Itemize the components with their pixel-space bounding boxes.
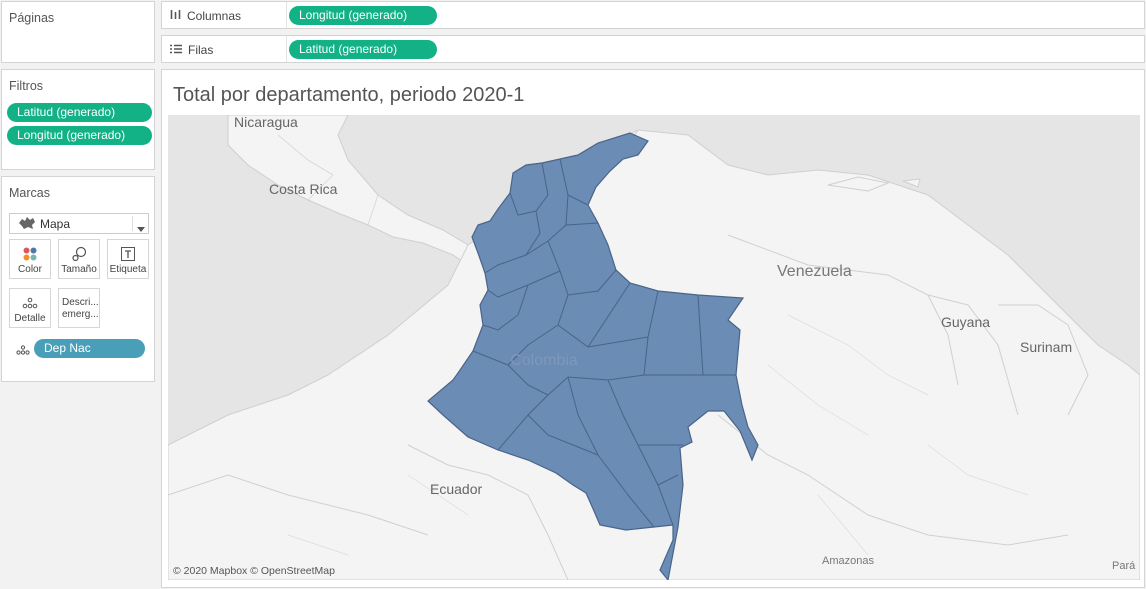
amazonas-label: Amazonas	[822, 555, 874, 567]
map-mark-icon	[18, 216, 36, 233]
filters-card: Filtros Latitud (generado) Longitud (gen…	[1, 69, 155, 170]
map-view[interactable]: Colombia Nicaragua Costa Rica Venezuela …	[168, 115, 1140, 580]
columns-label: Columnas	[187, 9, 242, 23]
map-canvas: Colombia	[168, 115, 1140, 580]
rows-icon	[170, 43, 182, 57]
columns-shelf: Columnas Longitud (generado)	[161, 1, 1145, 29]
color-button-label: Color	[18, 264, 42, 275]
map-attribution[interactable]: © 2020 Mapbox © OpenStreetMap	[173, 565, 335, 577]
dropdown-divider	[132, 216, 133, 231]
size-button-label: Tamaño	[61, 264, 97, 275]
filter-pill-latitude[interactable]: Latitud (generado)	[7, 103, 152, 122]
columns-icon	[170, 9, 181, 23]
label-button-label: Etiqueta	[109, 264, 147, 275]
chevron-down-icon	[137, 221, 145, 235]
guyana-label: Guyana	[941, 314, 991, 330]
columns-divider	[286, 2, 287, 28]
colombia-label: Colombia	[510, 352, 578, 369]
detail-button-label: Detalle	[14, 313, 46, 324]
marks-card: Marcas Mapa Color Tamaño Etiqueta Detall…	[1, 176, 155, 382]
mark-type-value: Mapa	[40, 217, 71, 231]
color-button[interactable]: Color	[9, 239, 51, 279]
mark-type-dropdown[interactable]: Mapa	[9, 213, 149, 234]
costa-rica-label: Costa Rica	[269, 181, 338, 197]
pages-card: Páginas	[1, 1, 155, 63]
rows-label: Filas	[188, 43, 214, 57]
filters-title: Filtros	[9, 79, 44, 93]
central-america-land	[227, 115, 489, 276]
surinam-label: Surinam	[1020, 339, 1073, 355]
color-icon	[10, 244, 50, 264]
detail-button[interactable]: Detalle	[9, 288, 51, 328]
text-label-icon	[108, 244, 148, 264]
view-title: Total por departamento, periodo 2020-1	[173, 84, 525, 106]
nicaragua-label: Nicaragua	[234, 115, 298, 130]
pages-title: Páginas	[9, 11, 55, 25]
rows-pill-latitude[interactable]: Latitud (generado)	[289, 40, 437, 59]
detail-encoding-icon	[16, 344, 30, 358]
rows-divider	[286, 36, 287, 62]
dep-nac-field-pill[interactable]: Dep Nac	[34, 339, 145, 358]
venezuela-label: Venezuela	[777, 263, 852, 280]
columns-pill-longitude[interactable]: Longitud (generado)	[289, 6, 437, 25]
tooltip-button-label: Descri... emerg...	[62, 297, 99, 320]
tooltip-button[interactable]: Descri... emerg...	[58, 288, 100, 328]
ecuador-label: Ecuador	[430, 481, 483, 497]
label-button[interactable]: Etiqueta	[107, 239, 149, 279]
size-button[interactable]: Tamaño	[58, 239, 100, 279]
para-label: Pará	[1112, 560, 1136, 572]
worksheet-view: Total por departamento, periodo 2020-1 C…	[161, 69, 1145, 588]
filter-pill-longitude[interactable]: Longitud (generado)	[7, 126, 152, 145]
rows-shelf: Filas Latitud (generado)	[161, 35, 1145, 63]
marks-title: Marcas	[9, 186, 50, 200]
size-icon	[59, 244, 99, 264]
detail-icon	[10, 293, 50, 313]
